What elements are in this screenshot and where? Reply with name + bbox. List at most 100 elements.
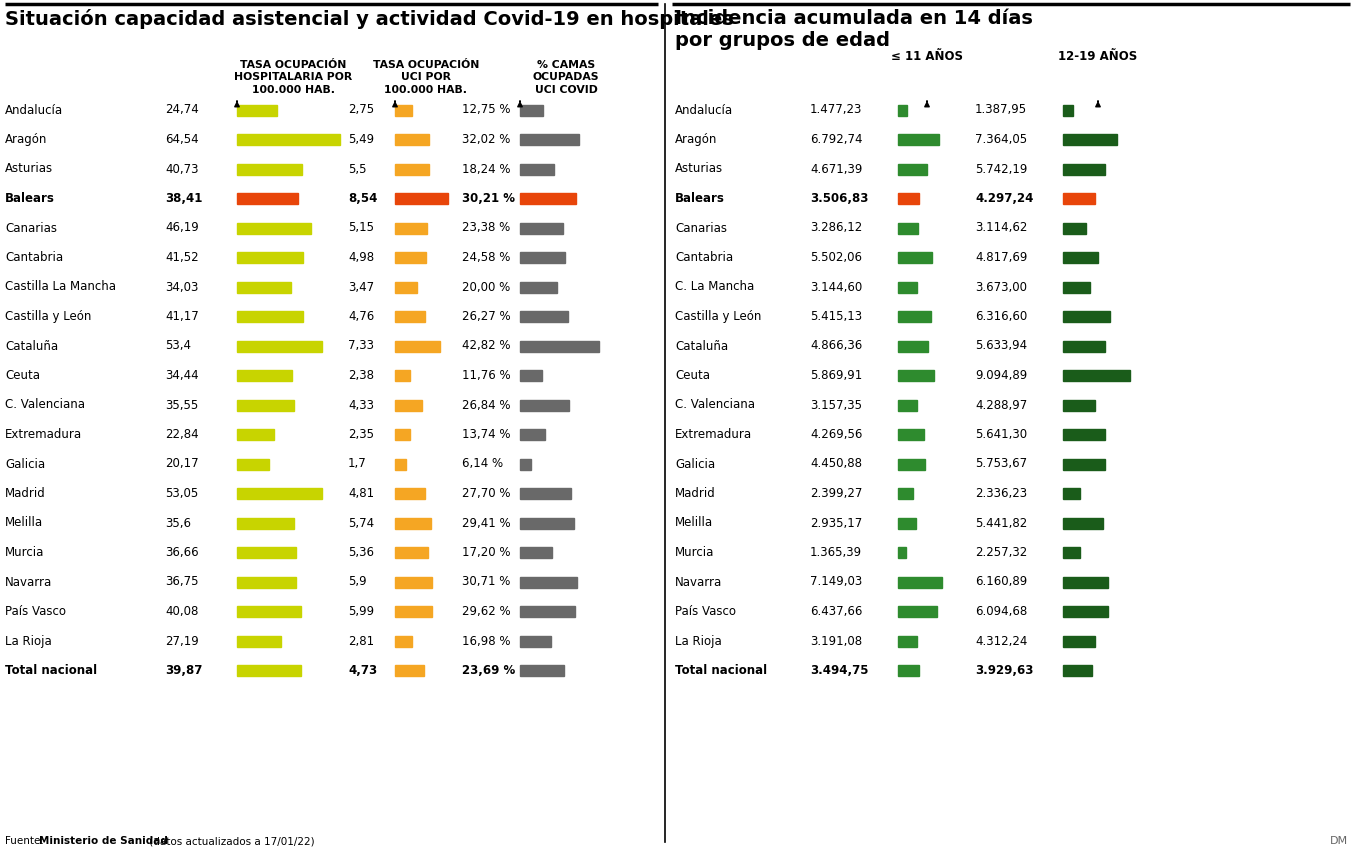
Bar: [1063, 665, 1091, 676]
Bar: [520, 252, 565, 263]
Text: Galicia: Galicia: [676, 458, 715, 470]
Bar: [520, 518, 574, 529]
Text: 40,08: 40,08: [165, 605, 199, 618]
Bar: [520, 458, 531, 470]
Bar: [520, 163, 554, 175]
Text: Canarias: Canarias: [5, 222, 57, 235]
Text: 53,05: 53,05: [165, 487, 198, 500]
Bar: [1063, 252, 1098, 263]
Text: 29,62 %: 29,62 %: [462, 605, 510, 618]
Text: 4.269,56: 4.269,56: [810, 428, 862, 441]
Bar: [898, 429, 923, 440]
Bar: [237, 518, 294, 529]
Bar: [237, 193, 298, 204]
Text: 5.742,19: 5.742,19: [975, 163, 1028, 175]
Bar: [395, 665, 424, 676]
Bar: [898, 341, 927, 352]
Text: La Rioja: La Rioja: [5, 635, 51, 648]
Text: Navarra: Navarra: [5, 575, 53, 588]
Bar: [1063, 341, 1105, 352]
Bar: [395, 105, 412, 115]
Bar: [395, 547, 428, 558]
Text: 17,20 %: 17,20 %: [462, 546, 510, 559]
Bar: [395, 341, 440, 352]
Bar: [520, 341, 598, 352]
Text: 3.506,83: 3.506,83: [810, 192, 868, 205]
Bar: [1063, 281, 1090, 292]
Bar: [395, 606, 432, 617]
Bar: [898, 547, 906, 558]
Bar: [520, 193, 575, 204]
Text: 4.288,97: 4.288,97: [975, 398, 1028, 411]
Text: 5.869,91: 5.869,91: [810, 369, 862, 382]
Text: 2.935,17: 2.935,17: [810, 517, 862, 530]
Bar: [1063, 429, 1105, 440]
Bar: [395, 134, 429, 145]
Text: 23,38 %: 23,38 %: [462, 222, 510, 235]
Text: 42,82 %: 42,82 %: [462, 340, 510, 353]
Text: 2,75: 2,75: [348, 103, 374, 116]
Bar: [1063, 223, 1086, 234]
Text: 5,5: 5,5: [348, 163, 367, 175]
Bar: [520, 281, 556, 292]
Text: 3.673,00: 3.673,00: [975, 280, 1026, 293]
Text: 35,55: 35,55: [165, 398, 198, 411]
Bar: [520, 606, 574, 617]
Bar: [1063, 163, 1105, 175]
Text: Cataluña: Cataluña: [676, 340, 728, 353]
Text: 3.929,63: 3.929,63: [975, 664, 1033, 677]
Text: 6.094,68: 6.094,68: [975, 605, 1028, 618]
Text: Fuente:: Fuente:: [5, 836, 47, 846]
Text: 12-19 AÑOS: 12-19 AÑOS: [1059, 50, 1137, 63]
Bar: [237, 547, 295, 558]
Bar: [237, 458, 269, 470]
Text: 3.114,62: 3.114,62: [975, 222, 1028, 235]
Bar: [520, 105, 543, 115]
Text: Madrid: Madrid: [5, 487, 46, 500]
Text: 3.144,60: 3.144,60: [810, 280, 862, 293]
Text: Ceuta: Ceuta: [676, 369, 709, 382]
Text: 41,52: 41,52: [165, 251, 199, 264]
Bar: [898, 665, 919, 676]
Text: TASA OCUPACIÓN
HOSPITALARIA POR
100.000 HAB.: TASA OCUPACIÓN HOSPITALARIA POR 100.000 …: [234, 60, 352, 95]
Text: País Vasco: País Vasco: [676, 605, 737, 618]
Bar: [520, 429, 546, 440]
Text: 4.312,24: 4.312,24: [975, 635, 1028, 648]
Bar: [237, 488, 322, 499]
Bar: [520, 134, 580, 145]
Text: 30,21 %: 30,21 %: [462, 192, 515, 205]
Text: Cantabria: Cantabria: [5, 251, 64, 264]
Text: 4,81: 4,81: [348, 487, 374, 500]
Bar: [898, 163, 926, 175]
Text: 40,73: 40,73: [165, 163, 199, 175]
Bar: [1063, 400, 1094, 410]
Text: 3.286,12: 3.286,12: [810, 222, 862, 235]
Text: Murcia: Murcia: [676, 546, 715, 559]
Text: 20,17: 20,17: [165, 458, 199, 470]
Text: 11,76 %: 11,76 %: [462, 369, 510, 382]
Bar: [395, 429, 409, 440]
Text: 26,84 %: 26,84 %: [462, 398, 510, 411]
Text: 1.477,23: 1.477,23: [810, 103, 862, 116]
Text: 6.792,74: 6.792,74: [810, 133, 862, 146]
Bar: [898, 281, 917, 292]
Text: 5.441,82: 5.441,82: [975, 517, 1028, 530]
Text: 5,49: 5,49: [348, 133, 374, 146]
Bar: [1063, 458, 1105, 470]
Bar: [520, 636, 551, 647]
Text: Melilla: Melilla: [676, 517, 714, 530]
Text: 7.364,05: 7.364,05: [975, 133, 1028, 146]
Bar: [898, 193, 919, 204]
Text: 12,75 %: 12,75 %: [462, 103, 510, 116]
Text: 23,69 %: 23,69 %: [462, 664, 516, 677]
Text: Asturias: Asturias: [676, 163, 723, 175]
Text: 4,98: 4,98: [348, 251, 374, 264]
Text: Asturias: Asturias: [5, 163, 53, 175]
Text: 13,74 %: 13,74 %: [462, 428, 510, 441]
Bar: [237, 252, 303, 263]
Bar: [1063, 488, 1080, 499]
Text: 4.817,69: 4.817,69: [975, 251, 1028, 264]
Bar: [237, 311, 303, 322]
Bar: [1063, 636, 1095, 647]
Bar: [395, 400, 422, 410]
